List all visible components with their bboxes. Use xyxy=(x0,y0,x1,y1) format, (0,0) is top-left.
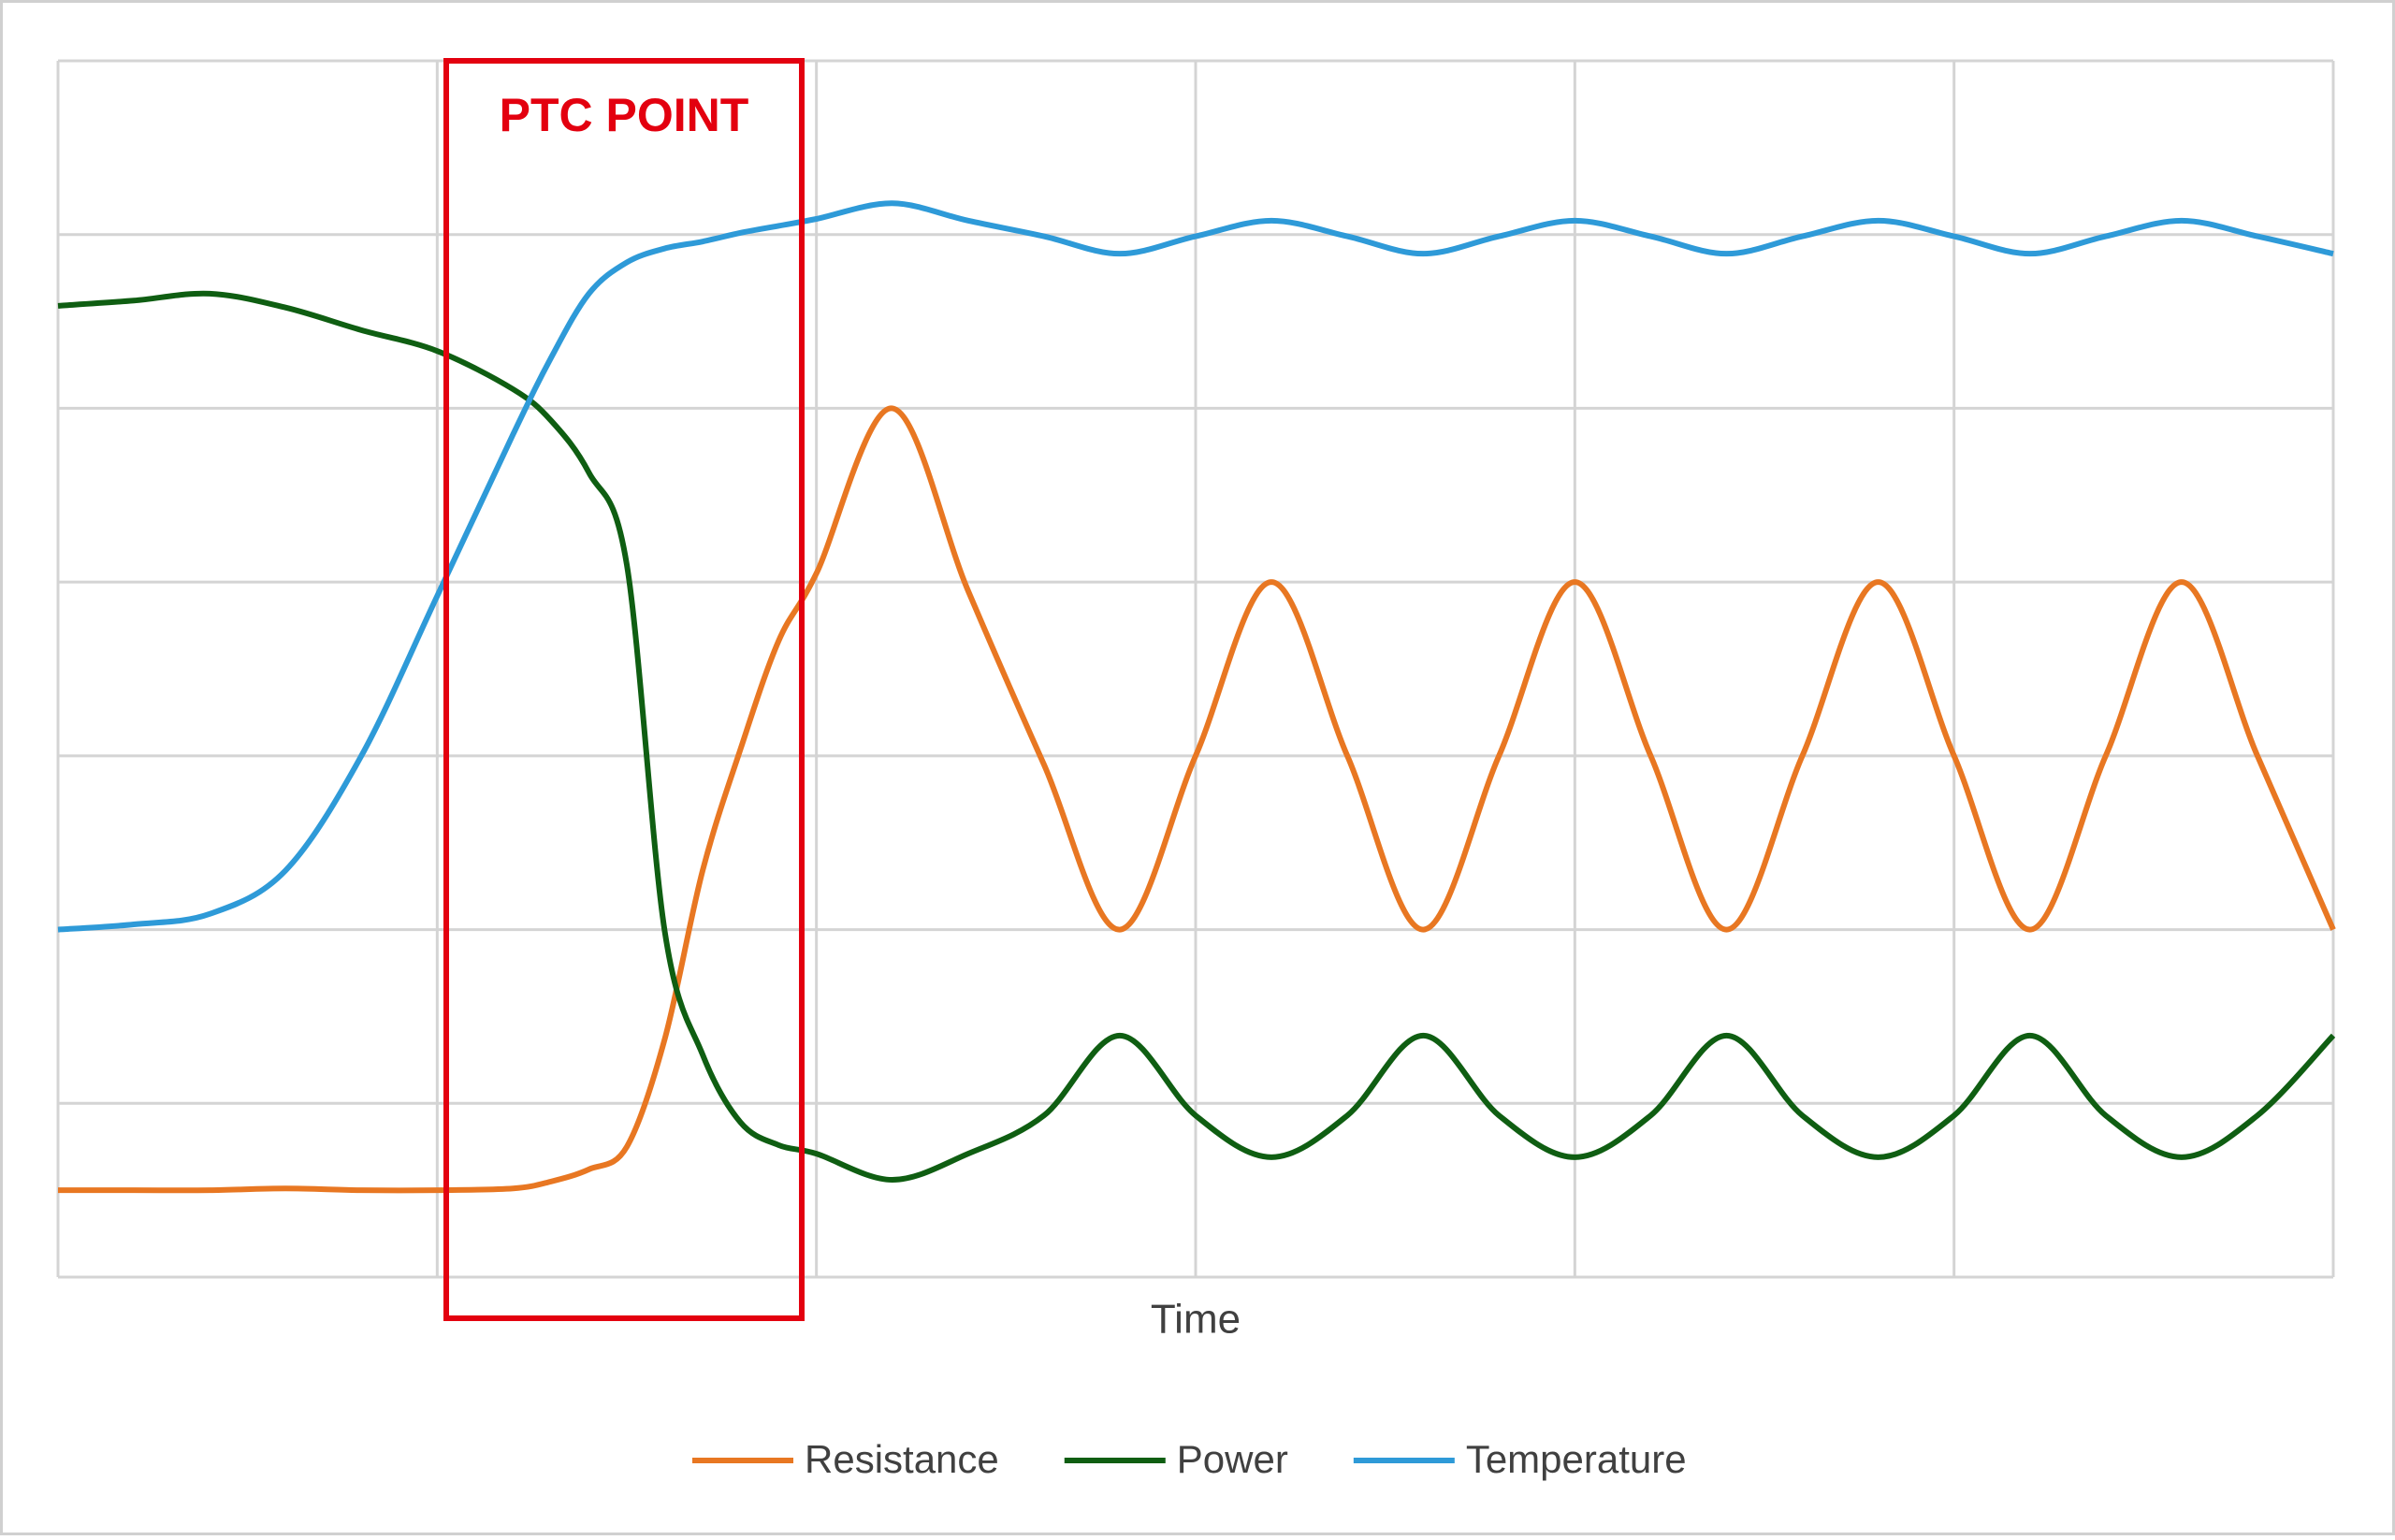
legend-label: Temperature xyxy=(1466,1437,1687,1481)
series-line xyxy=(57,290,2336,1183)
ptc-box xyxy=(443,58,805,1321)
plot-lines xyxy=(57,200,2336,1194)
legend: Resistance Power Temperature xyxy=(692,1437,1687,1481)
legend-label: Power xyxy=(1177,1437,1288,1481)
series-line xyxy=(57,405,2336,1194)
x-axis-label: Time xyxy=(1151,1297,1241,1343)
series-line xyxy=(57,200,2334,933)
legend-label: Resistance xyxy=(805,1437,999,1481)
annotation: PTC POINT xyxy=(500,89,749,141)
